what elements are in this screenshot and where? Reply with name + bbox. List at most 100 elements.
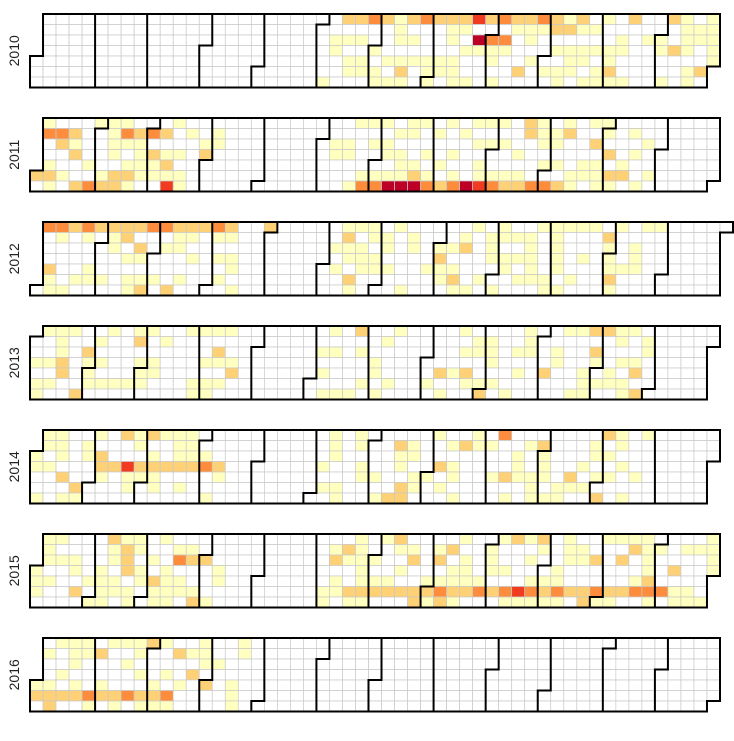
day-cell <box>576 679 591 691</box>
day-cell <box>433 253 447 265</box>
day-cell <box>316 471 330 483</box>
day-cell <box>159 138 174 150</box>
day-cell <box>29 180 44 192</box>
day-cell <box>420 170 434 182</box>
day-cell <box>68 378 83 390</box>
day-cell <box>185 575 200 587</box>
day-cell <box>329 232 343 244</box>
day-cell <box>433 378 447 390</box>
day-cell <box>303 357 317 369</box>
day-cell <box>211 648 226 660</box>
day-cell <box>394 284 408 296</box>
day-cell <box>94 76 109 88</box>
day-cell <box>433 648 447 660</box>
day-cell <box>602 149 617 161</box>
day-cell <box>198 554 213 566</box>
day-cell <box>550 450 565 462</box>
day-cell <box>394 378 408 390</box>
day-cell <box>81 586 96 598</box>
day-cell <box>120 13 135 25</box>
day-cell <box>641 170 656 182</box>
day-cell <box>55 76 70 88</box>
day-cell <box>563 637 578 649</box>
day-cell <box>94 221 109 233</box>
day-cell <box>589 55 604 67</box>
day-cell <box>550 648 565 660</box>
day-cell <box>537 388 552 400</box>
day-cell <box>602 544 617 556</box>
day-cell <box>459 325 473 337</box>
day-cell <box>42 690 57 702</box>
day-cell <box>342 648 356 660</box>
day-cell <box>237 34 252 46</box>
day-cell <box>537 367 552 379</box>
day-cell <box>524 482 539 494</box>
day-cell <box>94 159 109 171</box>
day-cell <box>589 554 604 566</box>
day-cell <box>433 669 447 681</box>
day-cell <box>446 263 460 275</box>
day-cell <box>368 388 382 400</box>
day-cell <box>550 565 565 577</box>
day-cell <box>563 378 578 390</box>
day-cell <box>159 388 174 400</box>
day-cell <box>146 637 161 649</box>
day-cell <box>602 461 617 473</box>
day-cell <box>576 669 591 681</box>
day-cell <box>211 170 226 182</box>
day-cell <box>641 429 656 441</box>
day-cell <box>654 253 669 265</box>
day-cell <box>159 170 174 182</box>
month-boundary <box>302 430 318 504</box>
day-cell <box>485 76 500 88</box>
day-cell <box>459 450 473 462</box>
day-cell <box>680 117 695 129</box>
day-cell <box>250 45 265 57</box>
day-cell <box>446 274 460 286</box>
day-cell <box>654 13 669 25</box>
day-cell <box>355 429 369 441</box>
day-cell <box>316 492 330 504</box>
day-cell <box>472 440 487 452</box>
day-cell <box>667 690 682 702</box>
day-cell <box>237 221 252 233</box>
day-cell <box>667 263 682 275</box>
day-cell <box>68 388 83 400</box>
day-cell <box>615 429 630 441</box>
day-cell <box>81 55 96 67</box>
day-cell <box>485 274 500 286</box>
day-cell <box>667 669 682 681</box>
day-cell <box>407 170 421 182</box>
day-cell <box>511 575 526 587</box>
day-cell <box>485 263 500 275</box>
day-cell <box>185 346 200 358</box>
day-cell <box>420 429 434 441</box>
day-cell <box>550 690 565 702</box>
day-cell <box>159 66 174 78</box>
day-cell <box>511 24 526 36</box>
day-cell <box>615 378 630 390</box>
day-cell <box>146 378 161 390</box>
day-cell <box>316 482 330 494</box>
day-cell <box>641 658 656 670</box>
day-cell <box>42 242 57 254</box>
day-cell <box>120 586 135 598</box>
day-cell <box>628 170 643 182</box>
day-cell <box>68 232 83 244</box>
day-cell <box>693 128 708 140</box>
day-cell <box>211 55 226 67</box>
day-cell <box>55 450 70 462</box>
day-cell <box>185 284 200 296</box>
day-cell <box>472 117 487 129</box>
month-boundary <box>250 14 266 88</box>
day-cell <box>628 357 643 369</box>
day-cell <box>120 461 135 473</box>
day-cell <box>615 180 630 192</box>
day-cell <box>55 679 70 691</box>
day-cell <box>120 565 135 577</box>
day-cell <box>628 429 643 441</box>
day-cell <box>316 24 330 36</box>
day-cell <box>485 637 500 649</box>
day-cell <box>133 34 148 46</box>
day-cell <box>94 471 109 483</box>
